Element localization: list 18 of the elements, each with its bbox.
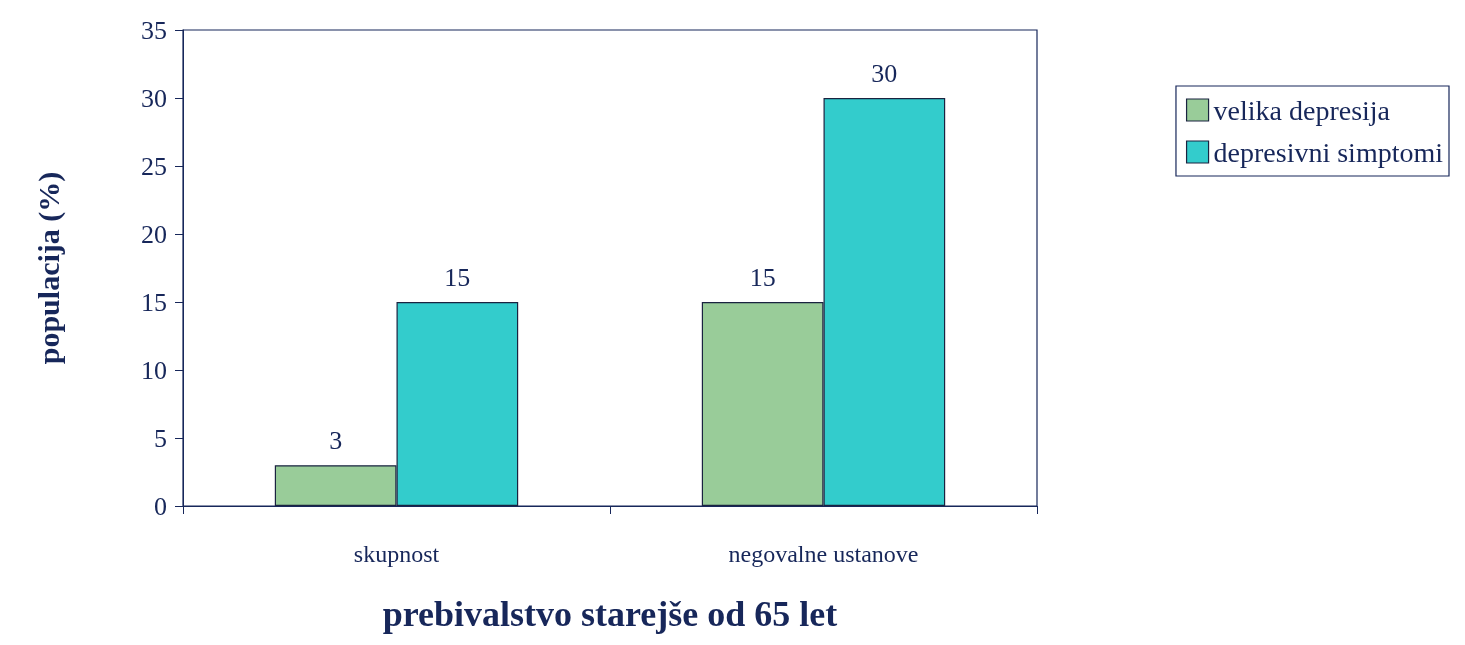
- legend-label: depresivni simptomi: [1213, 136, 1444, 168]
- y-tick-label: 10: [141, 355, 167, 385]
- data-label: 30: [871, 58, 898, 88]
- y-tick-label: 5: [154, 423, 167, 453]
- data-label: 15: [444, 262, 471, 292]
- y-tick-label: 25: [141, 151, 167, 181]
- y-tick-label: 30: [141, 83, 167, 113]
- y-axis-title: populacija (%): [31, 171, 66, 365]
- x-tick-label: skupnost: [353, 541, 440, 567]
- x-tick-label: negovalne ustanove: [728, 541, 919, 567]
- data-label: 3: [329, 425, 343, 455]
- legend-label: velika depresija: [1213, 94, 1391, 126]
- data-label: 15: [749, 262, 776, 292]
- y-tick-label: 20: [141, 219, 167, 249]
- y-tick-label: 15: [141, 287, 167, 317]
- y-tick-label: 35: [141, 15, 167, 45]
- y-tick-label: 0: [154, 491, 167, 521]
- x-axis-title: prebivalstvo starejše od 65 let: [382, 594, 838, 634]
